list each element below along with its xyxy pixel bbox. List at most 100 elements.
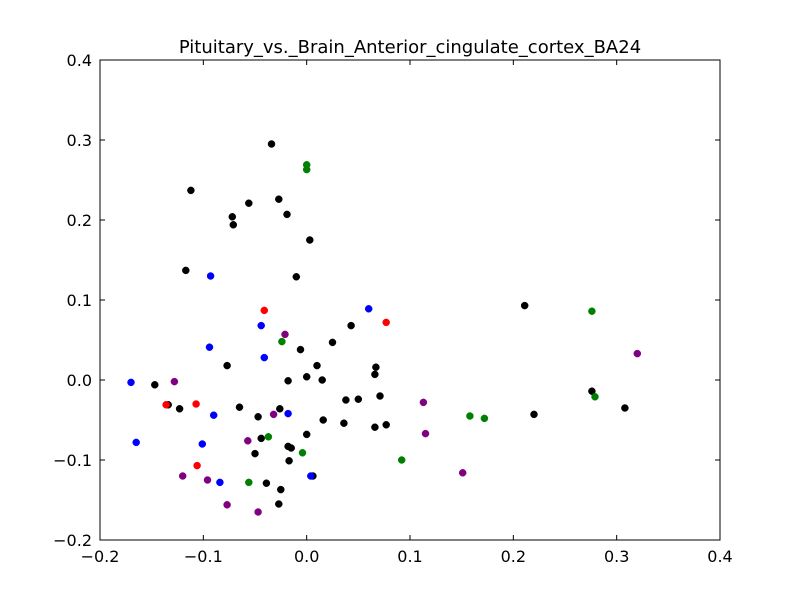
scatter-point [292, 273, 301, 281]
scatter-point [245, 478, 253, 487]
x-tick-label: −0.1 [184, 547, 223, 566]
scatter-point [591, 393, 599, 401]
scatter-point [275, 500, 283, 508]
scatter-point [364, 305, 373, 313]
scatter-point [372, 363, 380, 371]
y-tick-label: −0.1 [53, 451, 92, 470]
scatter-point [285, 457, 293, 465]
scatter-point [382, 318, 390, 327]
scatter-point [251, 449, 259, 458]
scatter-point [328, 338, 337, 347]
scatter-point [205, 343, 214, 351]
scatter-point [458, 469, 467, 477]
scatter-point [269, 410, 278, 419]
scatter-point [302, 373, 311, 381]
scatter-point [260, 353, 269, 362]
scatter-point [466, 412, 474, 420]
scatter-point [182, 266, 190, 275]
scatter-point [342, 396, 350, 404]
scatter-point [260, 306, 269, 315]
scatter-point [318, 376, 326, 384]
scatter-point [203, 476, 212, 484]
x-tick-label: 0.3 [604, 547, 629, 566]
scatter-point [284, 377, 292, 385]
scatter-point [187, 186, 195, 195]
y-tick-label: −0.2 [53, 531, 92, 550]
scatter-point [257, 434, 265, 443]
scatter-point [306, 236, 314, 244]
scatter-point [223, 361, 231, 370]
scatter-point [175, 405, 184, 413]
x-axis: −0.2 −0.1 0.0 0.1 0.2 0.3 0.4 [81, 60, 733, 566]
scatter-point [235, 403, 244, 411]
scatter-point [421, 429, 430, 438]
scatter-point [275, 195, 283, 203]
scatter-point [216, 478, 224, 487]
scatter-point [264, 433, 273, 441]
scatter-point [520, 301, 529, 310]
scatter-point [229, 221, 238, 229]
scatter-point [313, 361, 321, 370]
scatter-point [296, 345, 305, 354]
y-tick-label: 0.0 [67, 371, 92, 390]
scatter-point [319, 416, 327, 424]
scatter-point [132, 438, 140, 447]
scatter-point [371, 423, 379, 431]
scatter-point [276, 405, 284, 413]
scatter-point [151, 381, 159, 389]
scatter-point [480, 414, 489, 423]
scatter-point [162, 401, 170, 409]
x-tick-label: 0.4 [707, 547, 732, 566]
scatter-point [530, 410, 538, 419]
scatter-point [354, 395, 363, 403]
scatter-point [193, 461, 201, 470]
scatter-point [633, 349, 642, 358]
y-tick-label: 0.4 [67, 51, 92, 70]
scatter-point [281, 330, 289, 339]
scatter-point [245, 199, 253, 207]
scatter-point [178, 472, 187, 480]
scatter-point [198, 440, 207, 448]
scatter-point [223, 501, 231, 509]
scatter-point [254, 508, 262, 516]
scatter-point [257, 321, 265, 330]
scatter-point [170, 377, 179, 386]
scatter-point [347, 321, 355, 330]
scatter-point [371, 370, 379, 379]
scatter-point [278, 337, 286, 346]
scatter-point [206, 272, 215, 280]
y-tick-label: 0.3 [67, 131, 92, 150]
y-tick-label: 0.1 [67, 291, 92, 310]
scatter-point [340, 419, 348, 427]
scatter-point [283, 210, 291, 219]
scatter-point [209, 411, 218, 419]
scatter-point [192, 400, 200, 408]
scatter-point [419, 398, 428, 407]
scatter-point [397, 456, 406, 464]
scatter-point [298, 449, 307, 457]
scatter-point [262, 479, 271, 487]
chart-title: Pituitary_vs._Brain_Anterior_cingulate_c… [179, 37, 641, 58]
plot-area-frame [99, 59, 721, 541]
scatter-point [307, 472, 315, 480]
scatter-point [244, 437, 252, 445]
plot-markers [127, 140, 642, 516]
scatter-point [382, 421, 390, 429]
scatter-point [267, 140, 276, 148]
y-tick-label: 0.2 [67, 211, 92, 230]
x-tick-label: 0.0 [294, 547, 319, 566]
scatter-point [127, 378, 135, 387]
y-axis: −0.2 −0.1 0.0 0.1 0.2 0.3 0.4 [53, 51, 720, 550]
x-tick-label: 0.2 [501, 547, 526, 566]
scatter-point [621, 404, 629, 412]
scatter-point [287, 444, 295, 452]
scatter-point [284, 409, 292, 418]
scatter-point [376, 392, 384, 400]
scatter-point [302, 165, 311, 174]
x-tick-label: −0.2 [81, 547, 120, 566]
scatter-point [588, 307, 596, 315]
x-tick-label: 0.1 [397, 547, 422, 566]
scatter-point [228, 213, 237, 221]
scatter-point [277, 485, 285, 494]
